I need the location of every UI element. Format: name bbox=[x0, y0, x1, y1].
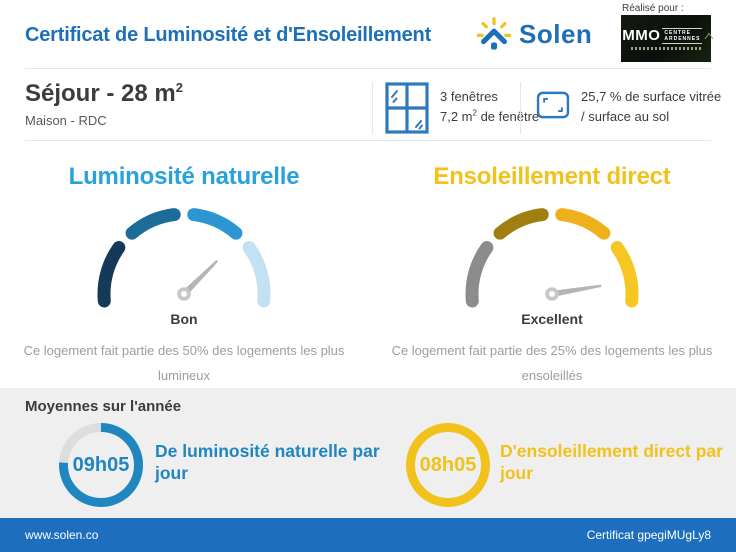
partner-logo-row: IMMO CENTRE ARDENNES bbox=[618, 27, 715, 44]
sunlight-ring-progress bbox=[406, 423, 490, 507]
gauge-segment-1 bbox=[97, 241, 126, 308]
windows-area-suffix: de fenêtre bbox=[476, 109, 540, 125]
averages-panel: Moyennes sur l'année 09h05 De luminosité… bbox=[0, 388, 736, 518]
glazing-stat: 25,7 % de surface vitrée / surface au so… bbox=[581, 87, 721, 127]
luminosity-hours-label: De luminosité naturelle par jour bbox=[155, 441, 380, 483]
room-subtitle: Maison - RDC bbox=[25, 113, 107, 128]
surface-icon bbox=[536, 91, 570, 119]
stats-divider-1 bbox=[372, 82, 373, 134]
room-title: Séjour - 28 m2 bbox=[25, 80, 183, 108]
page-title: Certificat de Luminosité et d'Ensoleille… bbox=[25, 24, 432, 46]
sunlight-ring: 08h05 bbox=[406, 423, 490, 507]
luminosity-title: Luminosité naturelle bbox=[68, 163, 300, 190]
gauge-needle bbox=[551, 284, 602, 298]
partner-subtitle-line2: ARDENNES bbox=[664, 35, 701, 42]
luminosity-ring: 09h05 bbox=[59, 423, 143, 507]
averages-heading: Moyennes sur l'année bbox=[25, 398, 182, 415]
gauge-segment-3 bbox=[555, 208, 611, 240]
solen-house-sun-icon bbox=[476, 17, 512, 50]
luminosity-ring-progress bbox=[59, 423, 143, 507]
gauge-segment-1 bbox=[465, 241, 494, 308]
luminosity-description: Ce logement fait partie des 50% des loge… bbox=[23, 343, 345, 383]
windows-stat: 3 fenêtres 7,2 m2 de fenêtre bbox=[440, 87, 539, 127]
stats-divider-2 bbox=[520, 82, 521, 134]
luminosity-ring-chart bbox=[59, 423, 143, 507]
glazing-line2: / surface au sol bbox=[581, 109, 670, 125]
windows-count: 3 fenêtres bbox=[440, 89, 498, 104]
partner-tagline-bar bbox=[631, 47, 701, 50]
solen-brand-name: Solen bbox=[519, 18, 593, 49]
sunlight-section: Ensoleillement direct Excellent Ce logem… bbox=[368, 150, 736, 388]
gauge-segment-2 bbox=[125, 208, 181, 240]
sunlight-gauge bbox=[465, 208, 639, 308]
room-title-text: Séjour - 28 m bbox=[25, 80, 176, 107]
partner-subtitle-line1: CENTRE bbox=[664, 29, 691, 36]
gauge-segment-4 bbox=[242, 241, 271, 308]
sunlight-description: Ce logement fait partie des 25% des loge… bbox=[391, 343, 713, 383]
luminosity-gauge bbox=[97, 208, 271, 308]
glazing-line1: 25,7 % de surface vitrée bbox=[581, 89, 722, 104]
windows-area: 7,2 m2 de fenêtre bbox=[440, 107, 539, 127]
luminosity-rating: Bon bbox=[170, 311, 198, 327]
gauge-segment-3 bbox=[187, 208, 243, 240]
footer-website: www.solen.co bbox=[25, 528, 99, 542]
room-title-sup: 2 bbox=[175, 80, 183, 95]
sunlight-ring-chart bbox=[406, 423, 490, 507]
header-divider bbox=[25, 68, 711, 69]
partner-roof-icon bbox=[705, 32, 714, 40]
windows-area-prefix: 7,2 m bbox=[440, 109, 473, 125]
windows-area-sup: 2 bbox=[472, 108, 477, 118]
gauge-needle bbox=[181, 259, 219, 297]
partner-subtitle: CENTRE ARDENNES bbox=[662, 27, 703, 44]
footer: www.solen.co Certificat gpegiMUgLy8 bbox=[0, 518, 736, 552]
gauge-segment-4 bbox=[610, 241, 639, 308]
sunlight-rating: Excellent bbox=[521, 311, 583, 327]
partner-logo: IMMO CENTRE ARDENNES bbox=[618, 15, 714, 62]
gauge-segment-2 bbox=[493, 208, 549, 240]
sunlight-hours-label: D'ensoleillement direct par jour bbox=[500, 441, 723, 483]
footer-certificate-id: Certificat gpegiMUgLy8 bbox=[586, 528, 711, 542]
window-icon bbox=[385, 82, 429, 134]
solen-logo: Solen bbox=[476, 16, 592, 52]
sunlight-title: Ensoleillement direct bbox=[433, 163, 671, 190]
luminosity-section: Luminosité naturelle Bon Ce logement fai… bbox=[0, 150, 368, 388]
partner-name: IMMO bbox=[617, 27, 661, 45]
stats-bottom-divider bbox=[25, 140, 711, 141]
made-for-label: Réalisé pour : bbox=[622, 3, 684, 14]
sunlight-hours-value: 08h05 bbox=[419, 453, 477, 476]
luminosity-hours-value: 09h05 bbox=[72, 453, 130, 476]
